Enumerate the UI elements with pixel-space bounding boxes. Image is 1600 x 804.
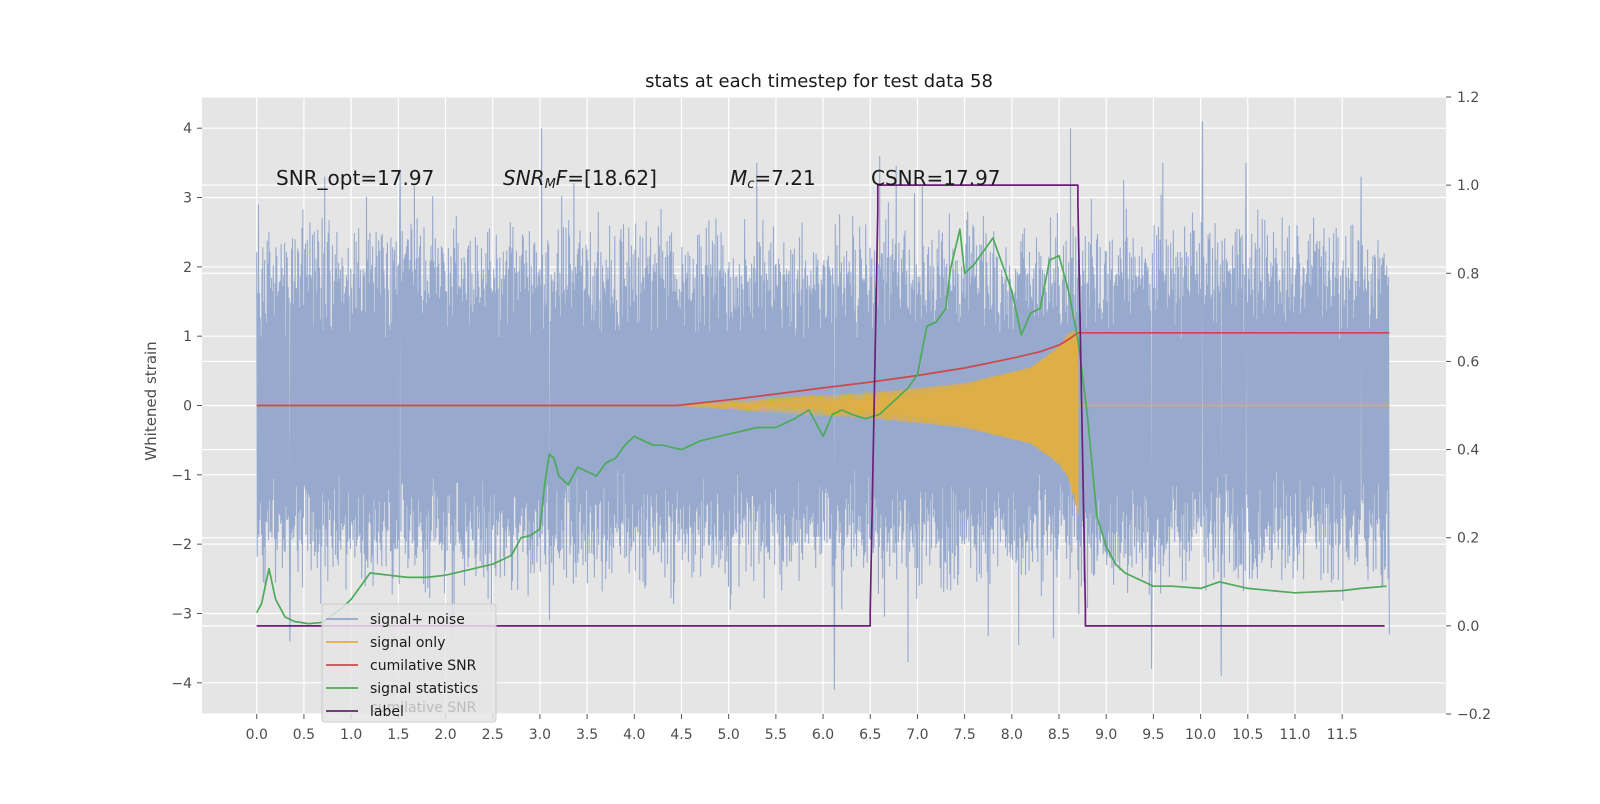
y2-tick-label: 1.2 (1457, 90, 1479, 106)
signal-only-chirp (676, 330, 1079, 515)
x-tick-label: 10.5 (1232, 727, 1263, 743)
annotation-1: SNRMF=[18.62] (503, 166, 657, 192)
x-tick-label: 7.0 (906, 727, 928, 743)
annotation-part: M (545, 177, 556, 192)
annotation-part: =7.21 (754, 166, 815, 190)
x-tick-label: 5.0 (718, 727, 740, 743)
y2-tick-label: 0.4 (1457, 443, 1479, 459)
legend-ghost-text: cumilative SNR (370, 700, 477, 716)
annotation-part: M (730, 166, 747, 190)
y-axis-label: Whitened strain (142, 341, 160, 460)
y-tick-label: 4 (183, 121, 192, 137)
annotation-part: CSNR=17.97 (871, 166, 1001, 190)
x-tick-label: 5.5 (765, 727, 787, 743)
series-signal-noise (256, 121, 1390, 690)
y-tick-label: −4 (171, 676, 192, 692)
x-tick-label: 3.5 (576, 727, 598, 743)
annotation-part: =[18.62] (567, 166, 657, 190)
x-tick-label: 6.5 (859, 727, 881, 743)
annotation-part: c (747, 177, 754, 192)
x-tick-label: 7.5 (954, 727, 976, 743)
chart-title: stats at each timestep for test data 58 (645, 71, 993, 92)
y2-tick-label: 0.6 (1457, 354, 1479, 370)
x-tick-label: 11.5 (1327, 727, 1358, 743)
x-tick-label: 1.5 (387, 727, 409, 743)
annotation-2: Mc=7.21 (730, 166, 816, 192)
y-tick-label: 1 (183, 329, 192, 345)
legend-label: signal only (370, 635, 445, 651)
series-cumulative-snr (256, 331, 1390, 407)
x-tick-label: 8.0 (1001, 727, 1023, 743)
x-tick-label: 2.5 (482, 727, 504, 743)
y-tick-label: −1 (171, 468, 192, 484)
y-tick-label: 0 (183, 399, 192, 415)
x-tick-label: 1.0 (340, 727, 362, 743)
x-tick-label: 6.0 (812, 727, 834, 743)
annotation-0: SNR_opt=17.97 (276, 166, 434, 190)
x-tick-label: 3.0 (529, 727, 551, 743)
x-tick-label: 0.5 (293, 727, 315, 743)
x-tick-label: 8.5 (1048, 727, 1070, 743)
legend-box (321, 603, 497, 723)
legend-label: cumilative SNR (370, 658, 477, 674)
x-tick-label: 10.0 (1185, 727, 1216, 743)
x-tick-label: 4.5 (670, 727, 692, 743)
legend-label: signal statistics (370, 681, 478, 697)
y-tick-label: 2 (183, 260, 192, 276)
legend-label: signal+ noise (370, 612, 465, 628)
y-tick-label: −3 (171, 606, 192, 622)
x-tick-label: 11.0 (1279, 727, 1310, 743)
legend: cumilative SNR signal+ noise signal only cu… (321, 603, 497, 723)
y2-tick-label: −0.2 (1457, 707, 1491, 723)
x-tick-label: 2.0 (434, 727, 456, 743)
y-tick-label: −2 (171, 537, 192, 553)
annotation-part: SNR_opt=17.97 (276, 166, 434, 190)
y-tick-label: 3 (183, 191, 192, 207)
x-tick-label: 9.5 (1142, 727, 1164, 743)
annotation-part: F (556, 166, 568, 190)
y2-tick-label: 0.0 (1457, 619, 1479, 635)
legend-label: label (370, 704, 404, 720)
series-label (256, 184, 1385, 627)
x-tick-label: 4.0 (623, 727, 645, 743)
signal-noise-trace (256, 121, 1390, 690)
y2-tick-label: 0.8 (1457, 266, 1479, 282)
y2-tick-label: 0.2 (1457, 531, 1479, 547)
y2-tick-label: 1.0 (1457, 178, 1479, 194)
x-tick-label: 9.0 (1095, 727, 1117, 743)
annotation-part: SNR (503, 166, 545, 190)
annotation-3: CSNR=17.97 (871, 166, 1001, 190)
x-tick-label: 0.0 (246, 727, 268, 743)
